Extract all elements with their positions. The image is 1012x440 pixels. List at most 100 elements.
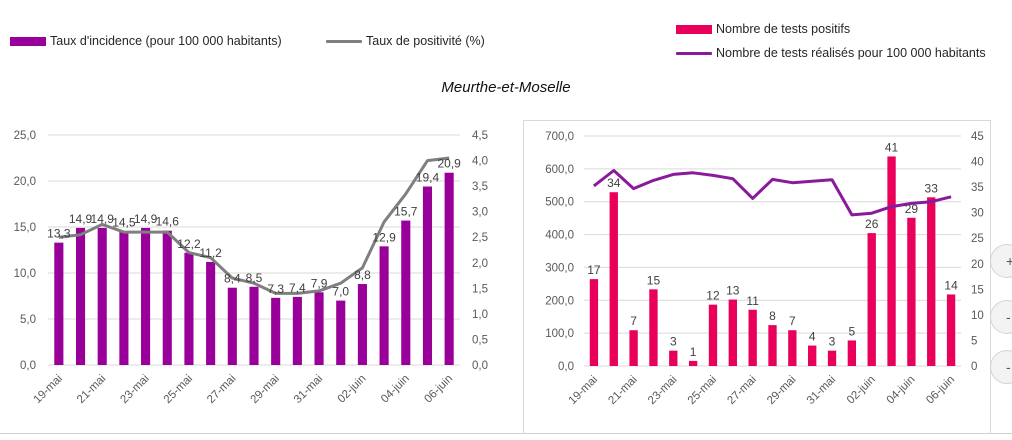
bar [788,330,797,366]
y-tick-label: 0,0 [20,360,36,372]
bottom-divider [0,433,1012,434]
tests-chart: 0,0 100,0 200,0 300,0 400,0 500,0 600,0 700,0 0 5… [545,131,984,407]
bar [688,360,698,366]
legend-positivity: Taux de positivité (%) [326,34,485,48]
y-tick-label: 300,0 [545,262,574,274]
bar [669,350,678,366]
bar-data-label: 7 [789,314,796,328]
bar-data-label: 34 [607,176,621,190]
x-tick-label: 31-mai [805,374,838,407]
bar-data-label: 19,4 [416,171,440,185]
y-tick-label: 10,0 [14,268,36,280]
bar-data-label: 13 [726,284,740,298]
bar [907,217,916,366]
y2-tick-label: 35 [971,182,984,194]
x-tick-label: 02-juin [845,374,878,407]
x-tick-label: 04-juin [885,374,918,407]
x-tick-label: 04-juin [379,373,412,406]
y2-tick-label: 0,5 [472,334,488,346]
bar-data-label: 14,5 [112,216,136,230]
bar-data-label: 14,9 [91,212,115,226]
bar-data-label: 29 [905,202,919,216]
bar [887,156,896,366]
x-tick-label: 27-mai [725,374,758,407]
bar [867,233,876,366]
bar [827,350,837,366]
y2-tick-label: 25 [971,233,984,245]
y2-tick-label: 20 [971,259,984,271]
x-tick-label: 06-juin [422,373,455,406]
legend-tests-performed: Nombre de tests réalisés pour 100 000 ha… [676,46,986,60]
reset-button[interactable]: - [990,350,1012,384]
bar-data-label: 14 [944,278,958,292]
bar-data-label: 20,9 [437,157,461,171]
bar [748,309,757,366]
x-tick-label: 25-mai [162,373,195,406]
y2-tick-label: 1,0 [472,309,488,321]
legend-positive-tests: Nombre de tests positifs [676,22,850,36]
bar [75,227,86,365]
bar-data-label: 15 [647,273,661,287]
bar-data-label: 7,4 [289,281,306,295]
x-tick-label: 21-mai [606,374,639,407]
series-line [592,169,952,217]
bar-data-label: 8,5 [246,271,263,285]
tests-chart-panel: 0,0 100,0 200,0 300,0 400,0 500,0 600,0 700,0 0 5… [523,120,991,434]
legend-incidence-swatch [10,36,46,46]
bar [357,284,367,365]
bar [249,286,259,365]
bar-data-label: 3 [829,335,836,349]
bar [336,300,346,365]
bar-data-label: 12 [706,289,720,303]
y-tick-label: 0,0 [558,361,574,373]
y2-tick-label: 2,0 [472,258,488,270]
x-tick-label: 29-mai [765,374,798,407]
y2-tick-label: 3,0 [472,207,488,219]
y-tick-label: 200,0 [545,295,574,307]
bar-data-label: 14,9 [134,212,158,226]
bar [768,325,777,366]
y2-tick-label: 30 [971,208,984,220]
x-tick-label: 27-mai [205,373,238,406]
y2-tick-label: 15 [971,284,984,296]
bar [227,287,237,365]
bar-data-label: 11 [746,294,759,308]
bar [629,330,638,366]
legend-incidence-label: Taux d'incidence (pour 100 000 habitants… [50,34,282,48]
y2-tick-label: 4,5 [472,130,488,142]
bar-data-label: 7,3 [267,282,284,296]
y2-tick-label: 40 [971,157,984,169]
y2-tick-label: 4,0 [472,156,488,168]
bar [946,294,956,366]
bar-data-label: 13,3 [47,227,71,241]
zoom-out-button[interactable]: - [990,300,1012,334]
bar [141,227,151,365]
y-tick-label: 5,0 [20,314,36,326]
x-tick-label: 21-mai [75,373,108,406]
x-tick-label: 29-mai [248,373,281,406]
x-tick-label: 23-mai [118,373,151,406]
bar-data-label: 26 [865,217,879,231]
zoom-in-button[interactable]: + [990,244,1012,278]
y2-tick-label: 2,5 [472,232,488,244]
bar [589,279,599,366]
bar-data-label: 3 [670,335,677,349]
x-tick-label: 19-mai [32,373,65,406]
bar-data-label: 7 [630,314,637,328]
bar [292,296,302,365]
bar [206,261,216,365]
x-tick-label: 02-juin [336,373,369,406]
y2-tick-label: 1,5 [472,283,488,295]
incidence-chart-panel: 0,0 5,0 10,0 15,0 20,0 25,0 0,0 0,5 1,0 1,5 2,0 2,5… [0,120,512,435]
bar-data-label: 14,9 [69,212,93,226]
y-tick-label: 700,0 [545,131,574,143]
bar-data-label: 8,8 [354,268,371,282]
legend-positive-tests-swatch [676,24,712,34]
bar [927,197,936,366]
bar [54,242,64,365]
y-tick-label: 25,0 [14,130,36,142]
legend-tests-performed-label: Nombre de tests réalisés pour 100 000 ha… [716,46,986,60]
y-tick-label: 20,0 [14,176,36,188]
bar [97,227,107,365]
legend-positivity-swatch [326,39,362,43]
